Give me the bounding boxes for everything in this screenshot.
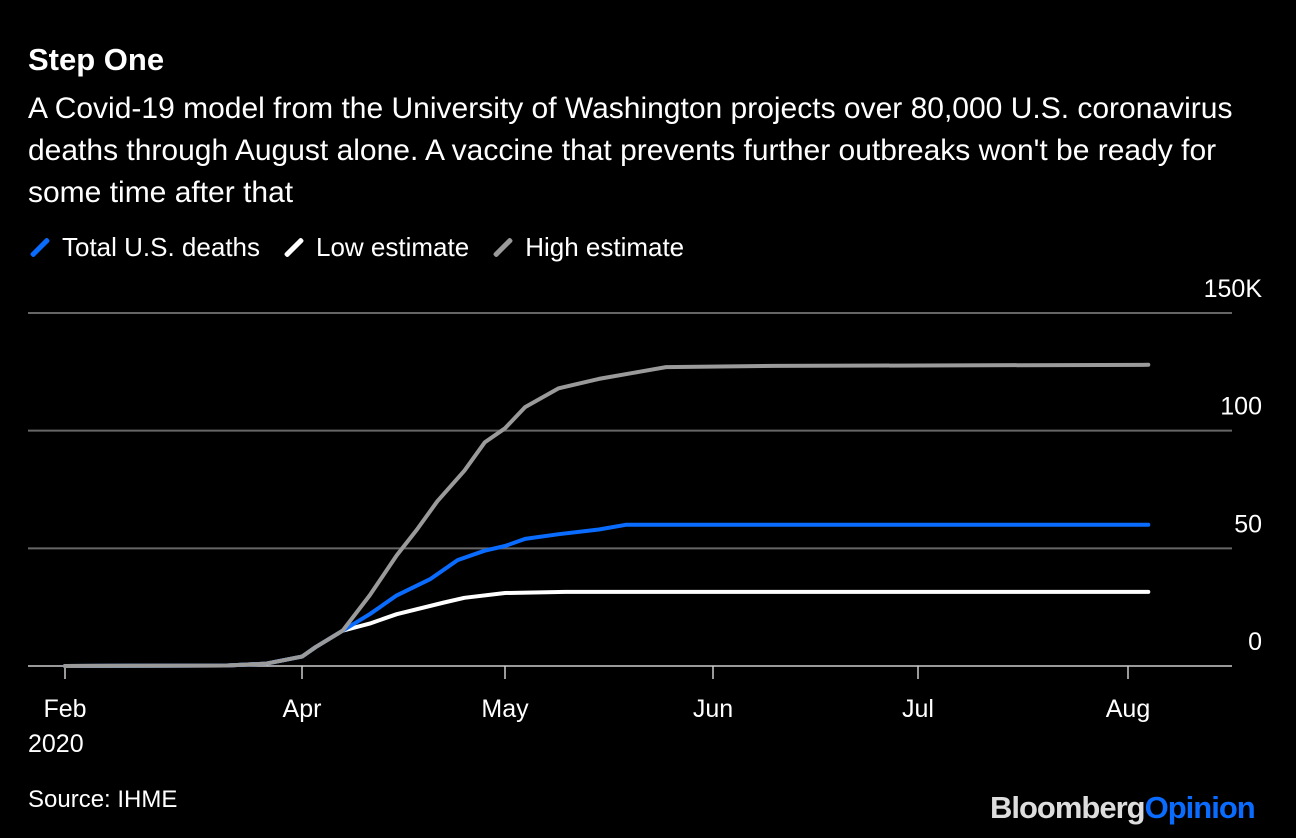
y-tick-label: 100 [1220, 393, 1262, 421]
x-tick-label: Aug [1106, 695, 1150, 723]
legend-label: High estimate [525, 232, 685, 262]
chart-subtitle: A Covid-19 model from the University of … [28, 92, 1233, 209]
series-line-low-estimate [63, 589, 1151, 668]
legend-item-low: Low estimate [282, 232, 469, 263]
x-tick-label: May [481, 695, 529, 723]
x-tick-label: Feb [43, 695, 86, 723]
bloomberg-opinion-logo: BloombergOpinion [990, 790, 1256, 825]
legend-label: Total U.S. deaths [62, 232, 260, 262]
x-tick-sublabel: 2020 [28, 730, 84, 758]
legend: Total U.S. deaths Low estimate High esti… [28, 232, 684, 263]
y-tick-label: 50 [1234, 510, 1262, 538]
chart-title: Step One [28, 42, 165, 77]
source-note: Source: IHME [28, 786, 178, 813]
series-line-high-estimate [63, 362, 1151, 668]
legend-item-total: Total U.S. deaths [28, 232, 260, 263]
legend-item-high: High estimate [491, 232, 684, 263]
series-line-total-u-s-deaths [63, 522, 1151, 668]
y-tick-label: 0 [1248, 628, 1262, 656]
x-tick-label: Apr [283, 695, 322, 723]
x-tick-label: Jul [902, 695, 934, 723]
legend-label: Low estimate [316, 232, 470, 262]
x-tick-label: Jun [693, 695, 733, 723]
y-tick-label: 150K [1204, 275, 1263, 303]
